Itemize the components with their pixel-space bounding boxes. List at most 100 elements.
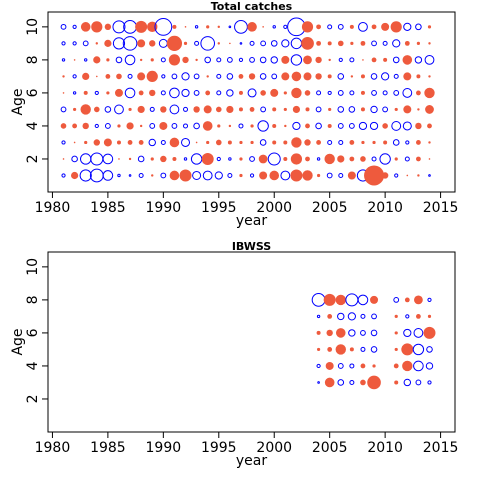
y-tick-label: 8: [25, 295, 41, 304]
bubble: [338, 172, 344, 178]
bubble: [104, 39, 112, 47]
bubble: [423, 326, 436, 339]
bubble: [404, 40, 410, 46]
bubble: [128, 157, 132, 161]
bubble: [190, 153, 203, 165]
bubble: [160, 106, 167, 113]
bubble: [169, 170, 180, 181]
bubble: [122, 36, 138, 51]
bubble: [362, 59, 364, 61]
bubble: [403, 378, 412, 387]
bubble: [327, 41, 332, 46]
bubble: [360, 107, 365, 112]
bubble: [416, 140, 421, 145]
bubble: [73, 107, 77, 112]
bubble: [228, 25, 232, 29]
y-tick-label: 10: [25, 18, 41, 36]
bubble: [171, 123, 178, 129]
bubble: [73, 59, 76, 61]
x-tick-label: 1990: [146, 200, 182, 216]
bubble: [303, 72, 312, 81]
bubble: [61, 173, 66, 178]
bubble: [137, 72, 146, 81]
bubble: [73, 141, 76, 144]
bubble: [323, 293, 336, 306]
bubble: [216, 90, 222, 96]
bubble: [257, 120, 269, 132]
bubble: [392, 39, 401, 48]
bubble: [139, 58, 143, 62]
bubble: [315, 56, 322, 64]
y-tick-label: 2: [25, 395, 41, 404]
bubble: [90, 152, 104, 166]
bubble: [234, 19, 248, 34]
bubble: [349, 379, 355, 385]
bubble: [357, 294, 369, 306]
bubble: [206, 75, 209, 78]
bubble: [269, 170, 280, 181]
bubble: [114, 88, 123, 97]
bubble: [260, 90, 266, 96]
bubble: [179, 169, 192, 182]
x-tick-label: 1990: [146, 440, 182, 456]
bubble: [392, 56, 400, 64]
bubble: [71, 171, 79, 180]
bubble: [172, 24, 177, 29]
bubble: [347, 171, 356, 180]
x-tick-label: 1985: [90, 200, 126, 216]
bubble: [115, 56, 123, 64]
bubble: [324, 153, 335, 165]
bubble: [424, 87, 435, 99]
bubble: [370, 329, 378, 337]
bubble: [206, 140, 210, 145]
bubble: [325, 361, 334, 370]
bubble: [82, 72, 90, 81]
bubble: [193, 90, 200, 96]
bubble: [214, 171, 223, 180]
bubble: [301, 21, 314, 33]
bubble: [371, 313, 377, 320]
bubble: [61, 41, 66, 46]
bubble: [348, 123, 355, 129]
bubble: [71, 155, 78, 163]
bubble: [226, 56, 233, 63]
x-tick-label: 2010: [367, 440, 403, 456]
bubble: [348, 106, 356, 113]
bubble: [371, 40, 377, 47]
bubble: [238, 123, 244, 129]
bubble: [135, 20, 148, 33]
bubble: [372, 364, 376, 368]
bubble: [316, 330, 321, 335]
bubble: [195, 58, 198, 62]
bubble: [338, 57, 343, 62]
bubble: [284, 124, 287, 128]
bubble: [137, 39, 146, 48]
bubble: [181, 88, 190, 98]
bubble: [183, 157, 188, 161]
bubble: [192, 170, 202, 180]
bubble: [335, 328, 346, 338]
bubble: [183, 41, 188, 45]
bubble: [117, 124, 121, 128]
bubble: [416, 74, 421, 79]
bubble: [401, 343, 414, 356]
bubble: [415, 122, 422, 130]
bubble: [94, 90, 99, 96]
y-tick-label: 6: [25, 88, 41, 97]
x-tick-label: 1985: [90, 440, 126, 456]
bubble: [292, 105, 301, 114]
bubble: [259, 73, 267, 80]
bubble: [302, 170, 313, 181]
bubble: [360, 330, 366, 336]
bubble: [327, 314, 333, 319]
bubble: [335, 294, 346, 306]
bubble: [403, 328, 412, 338]
bubble: [82, 40, 89, 47]
bubble: [291, 87, 302, 99]
bubble: [337, 40, 344, 47]
bubble: [337, 155, 345, 163]
bubble: [128, 174, 132, 177]
x-tick-label: 1995: [201, 440, 237, 456]
bubble: [249, 156, 255, 162]
bubble: [394, 314, 398, 319]
